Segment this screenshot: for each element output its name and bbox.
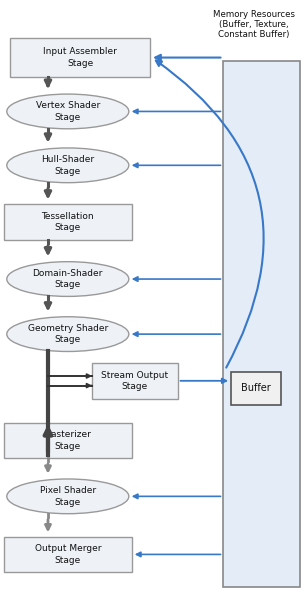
Text: Pixel Shader
Stage: Pixel Shader Stage [40,486,96,506]
Text: Memory Resources
(Buffer, Texture,
Constant Buffer): Memory Resources (Buffer, Texture, Const… [213,10,295,40]
Text: Rasterizer
Stage: Rasterizer Stage [45,430,91,451]
Text: Geometry Shader
Stage: Geometry Shader Stage [28,324,108,344]
FancyBboxPatch shape [10,38,150,77]
Text: Output Merger
Stage: Output Merger Stage [35,544,101,565]
FancyBboxPatch shape [4,204,132,240]
FancyBboxPatch shape [4,424,132,458]
FancyBboxPatch shape [223,61,300,587]
Text: Vertex Shader
Stage: Vertex Shader Stage [36,101,100,122]
Ellipse shape [7,317,129,352]
Text: Input Assembler
Stage: Input Assembler Stage [43,47,117,68]
Ellipse shape [7,479,129,514]
Text: Domain-Shader
Stage: Domain-Shader Stage [33,269,103,289]
Text: Stream Output
Stage: Stream Output Stage [101,371,169,391]
FancyArrowPatch shape [156,61,264,368]
Text: Buffer: Buffer [241,383,271,393]
FancyBboxPatch shape [92,363,178,399]
Ellipse shape [7,148,129,182]
FancyBboxPatch shape [231,372,281,405]
Text: Hull-Shader
Stage: Hull-Shader Stage [41,155,94,176]
Text: Tessellation
Stage: Tessellation Stage [41,212,94,232]
FancyBboxPatch shape [4,537,132,572]
Ellipse shape [7,94,129,129]
Ellipse shape [7,262,129,296]
